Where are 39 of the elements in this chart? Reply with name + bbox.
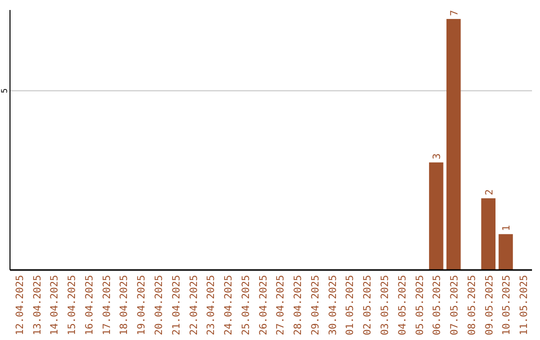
x-tick-label: 17.04.2025 xyxy=(102,275,113,336)
data-label: 1 xyxy=(502,225,513,232)
bar xyxy=(429,162,444,270)
x-tick-label: 30.04.2025 xyxy=(328,275,339,336)
x-tick-label: 19.04.2025 xyxy=(136,275,148,336)
x-tick-label: 23.04.2025 xyxy=(206,275,218,336)
data-label: 3 xyxy=(432,153,444,160)
data-label: 7 xyxy=(450,10,461,16)
x-tick-label: 10.05.2025 xyxy=(502,275,513,336)
x-tick-label: 01.05.2025 xyxy=(345,275,356,336)
x-tick-label: 24.04.2025 xyxy=(224,275,235,336)
x-tick-label: 11.05.2025 xyxy=(519,275,530,336)
data-label: 2 xyxy=(484,189,496,196)
x-tick-label: 04.05.2025 xyxy=(397,275,408,336)
x-tick-label: 26.04.2025 xyxy=(258,275,270,336)
x-tick-label: 22.04.2025 xyxy=(188,275,200,336)
bar xyxy=(481,198,496,270)
x-tick-label: 08.05.2025 xyxy=(466,275,478,336)
x-tick-label: 06.05.2025 xyxy=(432,275,444,336)
bar xyxy=(446,18,461,270)
x-tick-label: 27.04.2025 xyxy=(276,275,287,336)
x-tick-label: 14.04.2025 xyxy=(50,275,61,336)
x-tick-label: 09.05.2025 xyxy=(484,275,496,336)
x-tick-label: 18.04.2025 xyxy=(119,275,130,336)
x-tick-label: 25.04.2025 xyxy=(240,275,252,336)
x-tick-label: 15.04.2025 xyxy=(67,275,78,336)
x-tick-label: 16.04.2025 xyxy=(84,275,96,336)
x-tick-label: 02.05.2025 xyxy=(362,275,374,336)
x-tick-label: 21.04.2025 xyxy=(171,275,182,336)
x-tick-label: 28.04.2025 xyxy=(293,275,304,336)
x-tick-label: 07.05.2025 xyxy=(450,275,461,336)
bar xyxy=(498,234,513,270)
x-tick-label: 20.04.2025 xyxy=(154,275,165,336)
x-tick-label: 05.05.2025 xyxy=(414,275,426,336)
x-tick-label: 03.05.2025 xyxy=(380,275,392,336)
y-tick-label: 5 xyxy=(0,88,9,94)
x-tick-label: 29.04.2025 xyxy=(310,275,322,336)
x-tick-label: 13.04.2025 xyxy=(32,275,44,336)
x-tick-label: 12.04.2025 xyxy=(14,275,26,336)
